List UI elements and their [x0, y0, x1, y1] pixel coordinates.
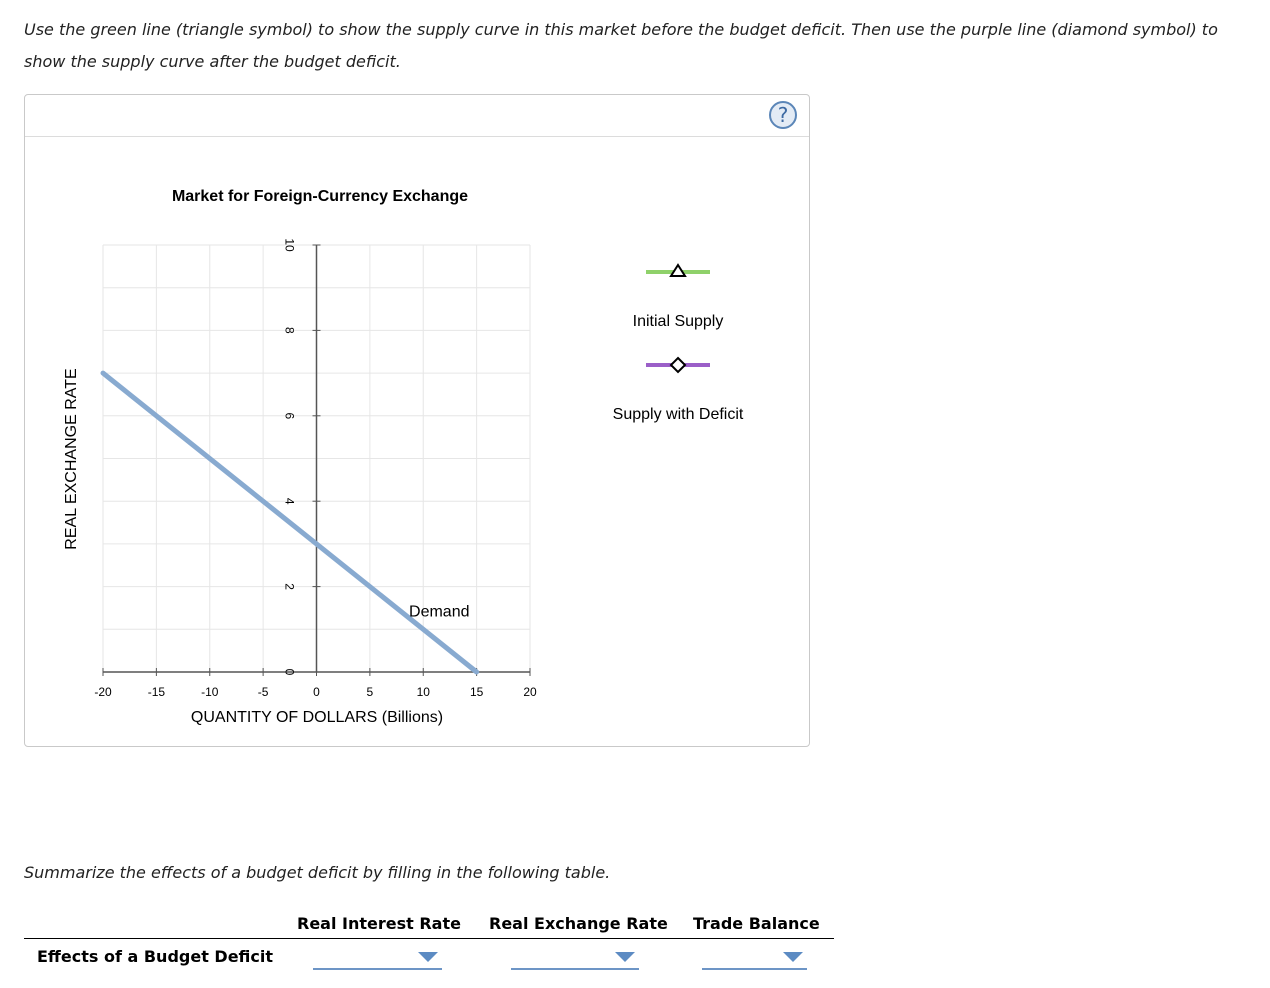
tool-label-diamond: Supply with Deficit — [613, 406, 744, 423]
col-header-trade-balance: Trade Balance — [693, 914, 820, 933]
y-tick-label: 4 — [282, 498, 296, 505]
x-tick-label: 15 — [470, 685, 484, 699]
col-header-real-exchange-rate: Real Exchange Rate — [489, 914, 668, 933]
chevron-down-icon — [783, 952, 803, 962]
x-tick-label: 0 — [313, 685, 320, 699]
panel-toolbar: ? — [25, 95, 809, 137]
x-tick-label: 10 — [417, 685, 431, 699]
y-tick-label: 10 — [282, 238, 296, 252]
y-tick-label: 0 — [282, 669, 296, 676]
help-button[interactable]: ? — [769, 101, 797, 129]
y-axis-label: REAL EXCHANGE RATE — [63, 368, 80, 549]
instructions-text: Use the green line (triangle symbol) to … — [24, 20, 1218, 71]
chevron-down-icon — [615, 952, 635, 962]
chart-title: Market for Foreign-Currency Exchange — [172, 188, 468, 205]
x-axis-label: QUANTITY OF DOLLARS (Billions) — [191, 709, 443, 726]
row-label-budget-deficit: Effects of a Budget Deficit — [37, 947, 274, 966]
dropdown-real-interest-rate[interactable] — [313, 948, 442, 970]
dropdown-trade-balance[interactable] — [702, 948, 807, 970]
series-line-demand — [100, 370, 480, 675]
col-header-real-interest-rate: Real Interest Rate — [297, 914, 461, 933]
y-tick-label: 2 — [282, 583, 296, 590]
x-tick-label: -15 — [148, 685, 166, 699]
summary-text: Summarize the effects of a budget defici… — [24, 863, 611, 882]
x-tick-label: 5 — [367, 685, 374, 699]
triangle-icon — [669, 263, 687, 277]
series-label-demand: Demand — [409, 603, 469, 620]
tool-diamond[interactable] — [646, 356, 710, 374]
tool-triangle[interactable] — [646, 263, 710, 277]
y-tick-label: 6 — [282, 412, 296, 419]
tool-label-triangle: Initial Supply — [633, 313, 724, 330]
x-tick-label: -10 — [201, 685, 219, 699]
x-tick-label: 20 — [523, 685, 537, 699]
x-tick-label: -20 — [94, 685, 112, 699]
table-divider — [24, 938, 834, 939]
graph-panel: ? — [24, 94, 810, 747]
x-tick-label: -5 — [258, 685, 269, 699]
chevron-down-icon — [418, 952, 438, 962]
diamond-icon — [669, 356, 687, 374]
dropdown-real-exchange-rate[interactable] — [511, 948, 639, 970]
y-tick-label: 8 — [282, 327, 296, 334]
